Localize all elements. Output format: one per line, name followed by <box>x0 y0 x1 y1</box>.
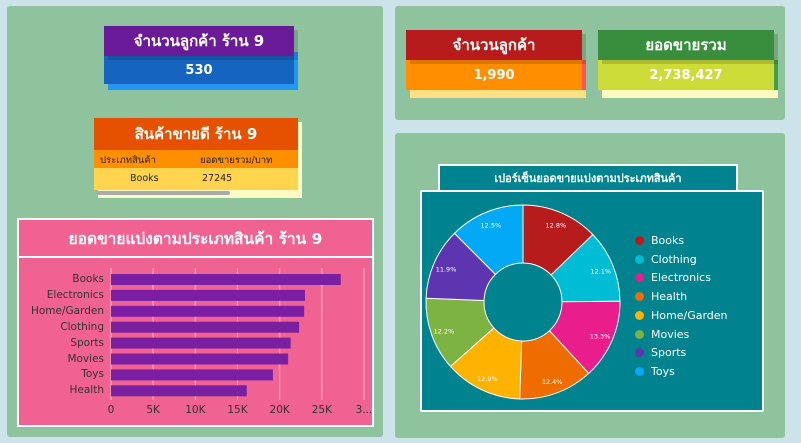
x-tick-label: 15K <box>227 404 248 416</box>
legend-item-movies[interactable]: Movies <box>635 328 689 341</box>
legend-item-electronics[interactable]: Electronics <box>635 271 711 284</box>
legend-item-books[interactable]: Books <box>635 234 684 247</box>
slice-label-clothing: 12.1% <box>590 267 611 275</box>
legend-label: Movies <box>651 327 690 341</box>
bar-label-home-garden: Home/Garden <box>30 304 104 317</box>
bar-books[interactable] <box>111 274 341 285</box>
legend-item-clothing[interactable]: Clothing <box>635 253 697 266</box>
legend-label: Sports <box>651 346 687 360</box>
bar-label-toys: Toys <box>81 368 104 381</box>
legend-label: Books <box>651 234 685 247</box>
x-tick-label: 5K <box>146 404 160 416</box>
legend-item-health[interactable]: Health <box>635 290 687 303</box>
legend-label: Home/Garden <box>651 308 728 322</box>
slice-label-health: 12.4% <box>542 378 563 386</box>
kpi-sales-title: ยอดขายรวม <box>598 30 774 60</box>
x-tick-label: 20K <box>269 404 290 416</box>
bar-label-clothing: Clothing <box>60 320 104 333</box>
legend-swatch <box>635 310 644 320</box>
kpi-customers-value: 1,990 <box>406 60 582 90</box>
slice-label-books: 12.8% <box>546 222 567 230</box>
legend-swatch <box>635 348 644 358</box>
kpi-customers-title: จำนวนลูกค้า <box>406 30 582 60</box>
bar-chart-title: ยอดขายแบ่งตามประเภทสินค้า ร้าน 9 <box>68 229 323 248</box>
x-tick-label: 25K <box>311 404 332 416</box>
bar-movies[interactable] <box>111 353 289 365</box>
slice-label-movies: 12.2% <box>434 327 455 335</box>
bar-health[interactable] <box>111 385 247 397</box>
donut-chart-title: เปอร์เซ็นยอดขายแบ่งตามประเภทสินค้า <box>494 172 682 185</box>
bar-home-garden[interactable] <box>111 305 305 317</box>
kpi-store-customers-title: จำนวนลูกค้า ร้าน 9 <box>104 26 294 56</box>
legend-swatch <box>635 329 644 339</box>
x-tick-label: 10K <box>185 404 206 416</box>
legend-swatch <box>635 254 644 264</box>
table-scrollbar[interactable] <box>96 191 230 195</box>
bar-toys[interactable] <box>111 369 273 381</box>
bar-sports[interactable] <box>111 337 291 349</box>
bar-electronics[interactable] <box>111 289 305 301</box>
bar-label-movies: Movies <box>67 352 104 365</box>
bar-label-sports: Sports <box>70 336 104 349</box>
slice-label-sports: 11.9% <box>436 265 457 273</box>
slice-toys[interactable] <box>453 204 524 276</box>
legend-item-home-garden[interactable]: Home/Garden <box>635 309 728 322</box>
column-header-category: ประเภทสินค้า <box>100 155 156 166</box>
top-product-title: สินค้าขายดี ร้าน 9 <box>94 118 298 150</box>
legend-item-toys[interactable]: Toys <box>635 365 675 378</box>
legend-swatch <box>635 366 644 376</box>
legend-label: Health <box>651 290 688 304</box>
legend-swatch <box>635 292 644 302</box>
bar-clothing[interactable] <box>111 321 300 333</box>
slice-label-home-garden: 12.9% <box>477 375 498 383</box>
legend-item-sports[interactable]: Sports <box>635 346 686 359</box>
column-header-sales: ยอดขายรวม/บาท <box>200 155 273 166</box>
slice-label-toys: 12.5% <box>481 221 502 229</box>
bar-label-books: Books <box>72 273 104 285</box>
cell-category: Books <box>130 173 159 184</box>
top-product-header-row: ประเภทสินค้า ยอดขายรวม/บาท <box>94 150 298 168</box>
cell-sales: 27245 <box>202 173 233 184</box>
kpi-sales-value: 2,738,427 <box>598 60 774 90</box>
bar-chart-labels: Books Electronics Home/Garden Clothing Sport… <box>20 0 104 443</box>
legend-swatch <box>635 273 644 283</box>
legend-label: Toys <box>651 364 675 378</box>
legend-label: Clothing <box>651 252 697 266</box>
x-tick-label: 0 <box>107 404 115 416</box>
legend-label: Electronics <box>651 271 711 285</box>
slice-label-electronics: 13.3% <box>590 332 611 340</box>
table-row: Books 27245 <box>94 168 298 190</box>
bar-label-electronics: Electronics <box>46 288 104 301</box>
bar-label-health: Health <box>69 384 104 397</box>
x-tick-label: 3... <box>355 404 373 416</box>
kpi-store-customers-value: 530 <box>104 56 294 84</box>
legend-swatch <box>635 236 644 245</box>
